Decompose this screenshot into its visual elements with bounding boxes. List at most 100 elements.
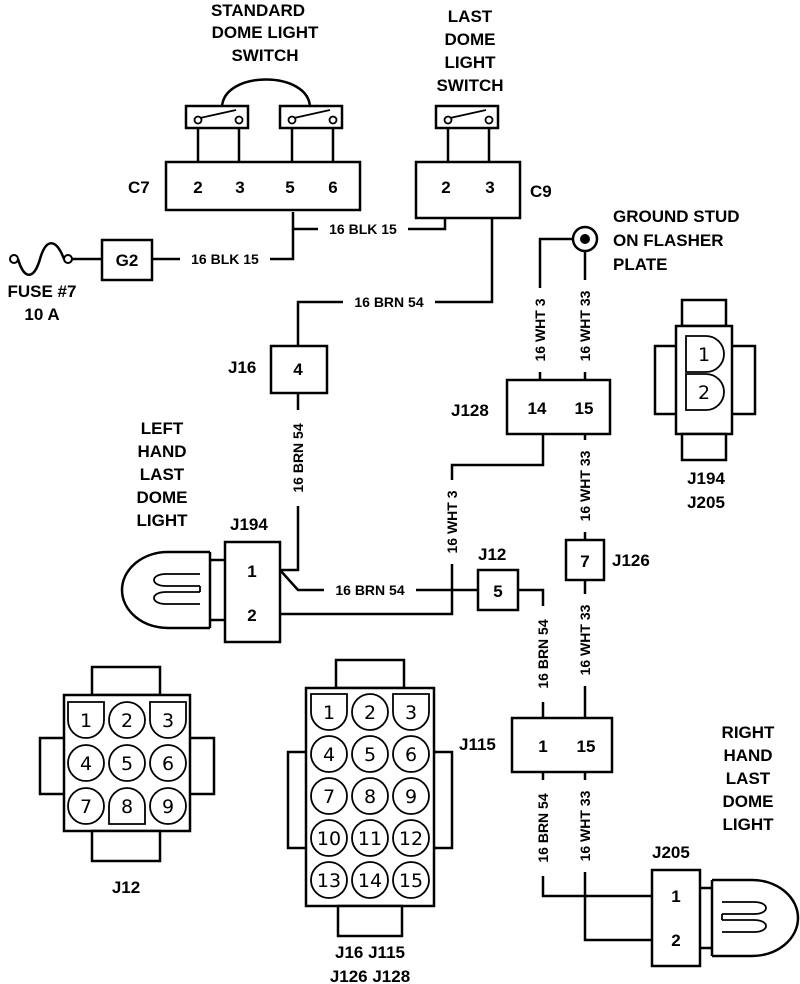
pin-label: 2: [193, 178, 202, 197]
wire-wht3-j194-j128: [280, 434, 545, 616]
cavity-number: 14: [358, 870, 382, 892]
wire-wht33-j115-j205: [583, 772, 652, 942]
wire-label: 16 BRN 54: [290, 423, 306, 492]
connector-body: [564, 538, 606, 582]
light-label-line: LAST: [726, 769, 771, 788]
connector-j115: J115 1 15: [459, 716, 614, 774]
cavity-number: 7: [323, 786, 335, 808]
cavity: [310, 861, 348, 899]
cavity: [685, 373, 725, 411]
j194-j205-face-view: 1 2 J194 J205: [653, 298, 757, 512]
light-label-line: LEFT: [141, 419, 184, 438]
connector-label: J128: [451, 401, 489, 420]
wire-label: 16 WHT 33: [577, 604, 593, 675]
ground-label-line: PLATE: [613, 255, 667, 274]
filament-icon: [153, 573, 200, 587]
connector-body: [164, 160, 362, 212]
pin-label: 3: [235, 178, 244, 197]
cavity: [108, 701, 146, 739]
pin-label: 3: [485, 178, 494, 197]
fuse-label: FUSE #7: [8, 282, 77, 301]
connector-label: G2: [116, 251, 139, 270]
cavity: [392, 819, 430, 857]
pin-label: 1: [538, 737, 547, 756]
light-label-line: RIGHT: [722, 723, 776, 742]
switch-link-icon: [220, 78, 312, 109]
cavity-number: 1: [698, 344, 710, 366]
connector-body: [223, 540, 282, 644]
connector-latch: [680, 432, 728, 462]
wire-label: 16 WHT 33: [577, 290, 593, 361]
cavity: [67, 701, 105, 739]
pin-label: 2: [247, 606, 256, 625]
face-view-label: J12: [112, 878, 140, 897]
cavity-number: 2: [364, 702, 376, 724]
cavity-number: 8: [121, 796, 133, 818]
ground-label-line: GROUND STUD: [613, 207, 740, 226]
pin-label: 15: [577, 737, 596, 756]
connector-j205: J205 1 2: [650, 843, 702, 968]
wire-label: 16 WHT 3: [444, 490, 460, 553]
pin-label: 14: [528, 399, 547, 418]
pin-label: 4: [293, 360, 303, 379]
fuse-terminal-icon: [9, 254, 19, 264]
cavity-number: 15: [399, 870, 423, 892]
cavity-number: 8: [364, 786, 376, 808]
cavity: [351, 819, 389, 857]
cavity: [149, 701, 187, 739]
wire-labels: 16 BLK 15 16 BLK 15 16 BRN 54 16 BRN 54 …: [180, 220, 594, 876]
ground-label-line: ON FLASHER: [613, 231, 724, 250]
cavity: [351, 861, 389, 899]
standard-dome-light-switch: STANDARD DOME LIGHT SWITCH: [184, 1, 344, 162]
cavity: [310, 693, 348, 731]
connector-body: [476, 568, 520, 612]
left-hand-last-dome-light: LEFT HAND LAST DOME LIGHT: [120, 419, 225, 630]
cavity-number: 4: [80, 753, 92, 775]
connector-body: [100, 238, 154, 282]
cavity: [685, 335, 725, 373]
cavity-number: 5: [364, 744, 376, 766]
right-hand-last-dome-light: RIGHT HAND LAST DOME LIGHT: [700, 723, 800, 958]
connector-latch: [334, 658, 406, 690]
connector-c7: C7 2 3 5 6: [128, 160, 362, 212]
cavity-number: 6: [405, 744, 417, 766]
cavity-number: 1: [323, 702, 335, 724]
last-dome-light-switch: LAST DOME LIGHT SWITCH: [434, 7, 504, 162]
j12-face-view: 1 2 3 4 5 6 7 8 9 J12: [38, 665, 216, 897]
wire-brn-j115-j205: [541, 772, 652, 898]
connector-j16: J16 4: [228, 344, 329, 395]
connector-label: J12: [478, 545, 506, 564]
filament-icon: [722, 901, 767, 915]
wire-label: 16 BRN 54: [535, 619, 551, 688]
connector-label: J115: [459, 735, 496, 754]
connector-label: C7: [128, 178, 150, 197]
light-label-line: LIGHT: [723, 815, 775, 834]
pin-label: 5: [285, 178, 294, 197]
wire-brn-j194-j12: [279, 569, 478, 592]
connector-label: J126: [612, 551, 650, 570]
face-view-label: J194: [687, 469, 725, 488]
switch-title-line: STANDARD: [211, 1, 305, 20]
fuse-element-icon: [16, 242, 66, 276]
cavity: [392, 735, 430, 773]
cavity: [310, 777, 348, 815]
switch-title-line: SWITCH: [436, 76, 503, 95]
connector-latch: [336, 904, 404, 938]
wire-label: 16 BLK 15: [329, 221, 397, 237]
connector-latch: [90, 829, 162, 863]
connector-latch: [90, 665, 162, 697]
cavity-number: 9: [162, 796, 174, 818]
connector-body: [269, 344, 329, 395]
light-label-line: LAST: [140, 465, 185, 484]
cavity-number: 1: [80, 710, 92, 732]
connector-body: [650, 868, 702, 968]
switch-title-line: LAST: [448, 7, 493, 26]
pin-label: 1: [671, 887, 680, 906]
cavity: [149, 744, 187, 782]
j12-cavities: 1 2 3 4 5 6 7 8 9: [67, 701, 187, 825]
connector-c9: C9 2 3: [414, 160, 552, 220]
pin-label: 2: [441, 178, 450, 197]
